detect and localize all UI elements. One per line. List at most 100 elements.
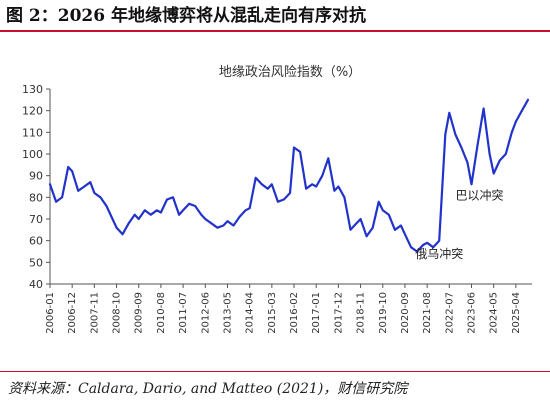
data-point [515,120,517,123]
y-tick-label: 80 [29,191,43,204]
data-point [255,177,257,179]
source-divider [0,371,550,372]
data-point [172,196,174,198]
data-point [293,146,295,149]
x-tick-label: 2017-01 [311,292,322,334]
data-point [71,170,73,172]
data-point [93,192,95,194]
data-point [360,218,362,220]
data-point [204,218,206,220]
x-tick-label: 2012-06 [200,292,211,334]
data-point [311,183,313,185]
data-point [210,222,212,224]
data-point [366,235,368,237]
data-point [194,205,196,207]
data-point [448,112,450,114]
data-point [337,185,339,188]
source-note: 资料来源：Caldara, Dario, and Matteo (2021)，财… [8,381,408,397]
x-tick-label: 2013-05 [222,292,233,334]
data-point [355,222,358,224]
data-point [182,209,184,211]
data-point [388,214,390,216]
y-tick-label: 110 [22,126,43,139]
x-tick-label: 2020-09 [400,292,411,334]
x-tick-label: 2007-11 [89,292,100,334]
data-point [438,240,440,242]
data-point [77,190,79,192]
y-tick-label: 100 [22,148,43,161]
data-point [489,153,491,155]
y-tick-label: 50 [29,256,43,269]
data-point [378,201,380,203]
data-point [150,214,152,216]
x-tick-label: 2016-02 [289,292,300,334]
axes: 40 50 60 70 80 90 100 110 120 130 2006-01 2006-12 20… [22,83,532,334]
x-tick-label: 2018-11 [356,292,367,334]
chart-title: 地缘政治风险指数（%） [219,65,361,80]
figure-title: 图 2：2026 年地缘博弈将从混乱走向有序对抗 [6,6,366,26]
y-tick-label: 40 [29,278,43,291]
data-point [289,192,291,194]
data-point [178,214,180,216]
data-point [111,218,114,220]
y-tick-label: 60 [29,235,43,248]
data-point [239,216,241,218]
data-point [226,220,229,222]
x-tick-label: 2022-07 [444,292,455,334]
x-tick-label: 2006-01 [45,292,56,334]
data-point [327,157,329,159]
data-point [271,183,273,185]
data-point [222,224,224,227]
data-point [160,211,162,214]
data-point [134,214,136,216]
x-tick-label: 2006-12 [67,292,78,334]
x-tick-label: 2023-06 [466,292,477,334]
y-tick-label: 70 [29,213,43,226]
y-tick-label: 130 [22,83,43,96]
data-point [527,99,529,101]
data-point [349,229,352,231]
data-point [511,131,513,133]
data-point [188,203,190,205]
data-point [426,242,428,244]
data-point [343,196,345,198]
title-divider [0,30,550,32]
data-point [466,162,469,164]
data-point [99,196,101,198]
data-point [321,175,323,177]
data-point [483,107,485,110]
annotation-label: 俄乌冲突 [415,246,463,261]
series-line [48,98,530,253]
series-layer [48,98,530,253]
data-point [460,146,462,149]
x-tick-label: 2009-09 [134,292,145,334]
data-point [61,196,63,198]
x-tick-label: 2021-08 [422,292,433,334]
data-point [432,246,434,248]
x-tick-label: 2015-03 [267,292,278,334]
data-point [116,227,118,229]
x-tick-label: 2019-10 [378,292,389,334]
data-point [128,222,130,224]
data-point [67,166,69,168]
data-point [261,183,263,185]
data-point [277,201,279,203]
x-tick-label: 2014-04 [245,292,256,334]
data-point [245,209,247,211]
data-point [249,207,251,209]
x-tick-label: 2017-12 [333,292,344,334]
x-tick-label: 2008-10 [112,292,123,334]
data-point [499,159,501,162]
data-point [333,190,335,192]
data-point [49,183,51,185]
data-point [156,209,158,211]
x-tick-label: 2011-07 [178,292,189,334]
data-point [372,227,374,229]
y-tick-label: 90 [29,170,43,183]
x-tick-label: 2010-08 [156,292,167,334]
data-point [521,110,523,112]
annotation-label: 巴以冲突 [456,188,504,203]
data-point [493,172,495,175]
data-point [144,209,146,211]
